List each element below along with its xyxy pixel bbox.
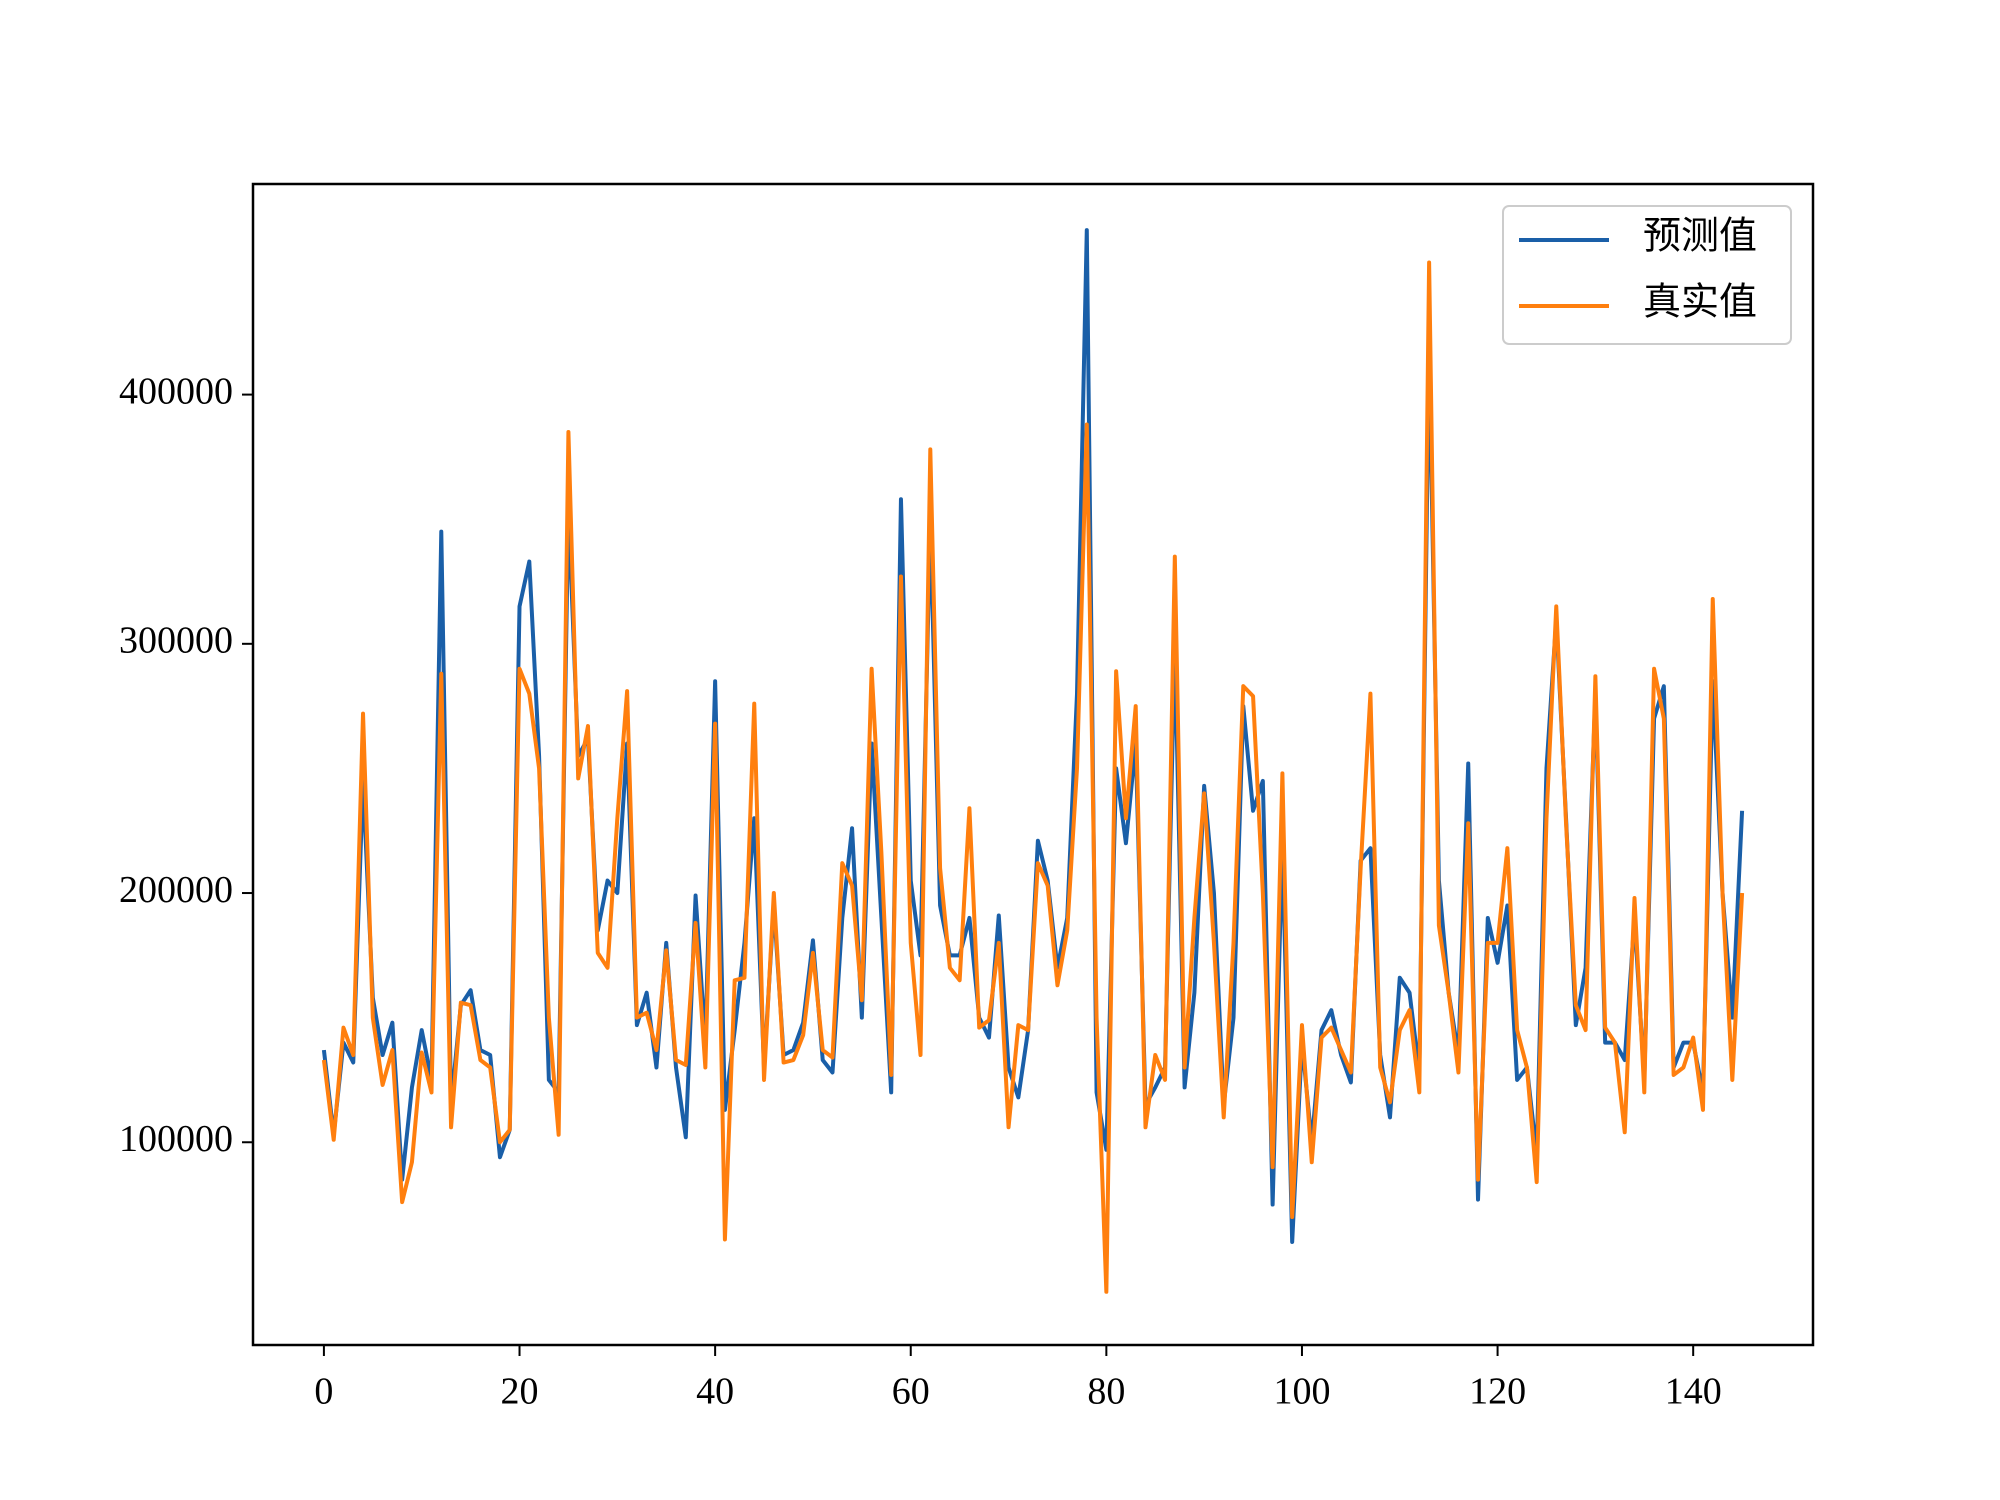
x-tick-label: 20 [501, 1371, 539, 1413]
y-tick-label: 200000 [119, 869, 233, 911]
series-line [321, 260, 1745, 1294]
x-tick-label: 100 [1273, 1371, 1330, 1413]
x-tick-label: 60 [892, 1371, 930, 1413]
y-tick-label: 100000 [119, 1118, 233, 1160]
legend-label: 预测值 [1643, 216, 1757, 258]
legend-label: 真实值 [1643, 282, 1757, 324]
x-tick-label: 0 [314, 1371, 333, 1413]
y-tick-label: 400000 [119, 370, 233, 412]
x-tick-label: 120 [1469, 1371, 1526, 1413]
x-tick-label: 140 [1665, 1371, 1722, 1413]
x-tick-label: 80 [1087, 1371, 1125, 1413]
plot-frame [251, 182, 1815, 1347]
x-tick-label: 40 [696, 1371, 734, 1413]
y-tick-label: 300000 [119, 620, 233, 662]
